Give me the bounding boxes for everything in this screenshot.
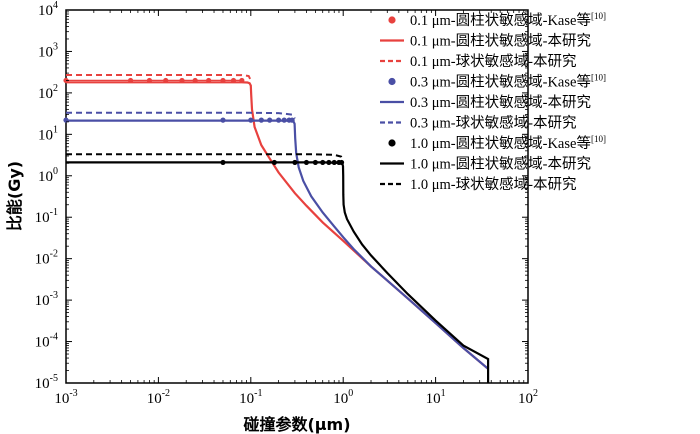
y-tick-label: 104 xyxy=(38,0,58,19)
x-tick-label: 102 xyxy=(518,388,538,407)
series-layer xyxy=(63,74,490,383)
plot-area: 10-3 10-2 10-1 100 101 102 10-5 10-4 10-3 10-2 10-… xyxy=(35,0,538,407)
legend-label: 0.3 μm-圆柱状敏感域-本研究 xyxy=(410,94,591,111)
x-tick-label: 100 xyxy=(333,388,353,407)
series-8-line xyxy=(66,153,345,162)
y-tick-label: 101 xyxy=(38,124,58,143)
legend-label: 1.0 μm-圆柱状敏感域-本研究 xyxy=(410,156,591,173)
legend-label: 0.1 μm-圆柱状敏感域-Kase等[10] xyxy=(410,11,606,29)
y-tick-label: 100 xyxy=(38,166,58,185)
x-axis-title: 碰撞参数(μm) xyxy=(243,415,350,434)
y-tick-label: 10-2 xyxy=(35,249,58,268)
legend-label: 0.3 μm-圆柱状敏感域-Kase等[10] xyxy=(410,73,606,91)
series-5-line xyxy=(66,111,296,120)
legend: 0.1 μm-圆柱状敏感域-Kase等[10] 0.1 μm-圆柱状敏感域-本研究… xyxy=(380,11,606,193)
y-tick-label: 10-4 xyxy=(35,332,58,351)
series-4-line xyxy=(66,119,489,370)
y-tick-label: 102 xyxy=(38,83,58,102)
y-tick-label: 10-5 xyxy=(35,373,58,392)
series-2-line xyxy=(66,74,252,81)
legend-label: 1.0 μm-球状敏感域-本研究 xyxy=(410,176,576,193)
y-tick-label: 10-1 xyxy=(35,207,58,226)
x-tick-label: 101 xyxy=(426,388,446,407)
legend-label: 0.1 μm-球状敏感域-本研究 xyxy=(410,53,576,70)
legend-marker xyxy=(388,139,396,147)
plot-frame xyxy=(65,9,529,384)
legend-marker xyxy=(388,16,396,24)
legend-label: 0.1 μm-圆柱状敏感域-本研究 xyxy=(410,33,591,50)
axis-layer: 10-3 10-2 10-1 100 101 102 10-5 10-4 10-3 10-2 10-… xyxy=(35,0,538,407)
series-7-line xyxy=(66,161,490,383)
x-tick-label: 10-3 xyxy=(54,388,77,407)
legend-label: 1.0 μm-圆柱状敏感域-Kase等[10] xyxy=(410,134,606,152)
legend-label: 0.3 μm-球状敏感域-本研究 xyxy=(410,115,576,132)
y-tick-label: 103 xyxy=(38,41,58,60)
y-tick-label: 10-3 xyxy=(35,290,58,309)
y-axis-title: 比能(Gy) xyxy=(5,161,24,231)
x-tick-label: 10-1 xyxy=(239,388,262,407)
legend-marker xyxy=(388,77,396,86)
x-tick-label: 10-2 xyxy=(147,388,170,407)
